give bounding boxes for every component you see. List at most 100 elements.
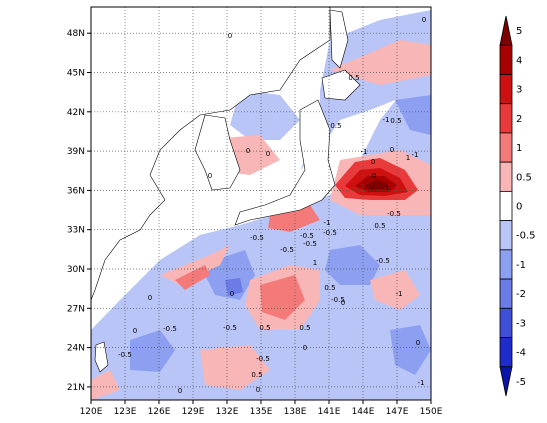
- contour-label: 0: [422, 16, 426, 24]
- contour-label: 0: [148, 294, 152, 302]
- contour-label: 0: [416, 339, 420, 347]
- contour-label: 0: [266, 150, 270, 158]
- contour-label: 0: [341, 299, 345, 307]
- contour-label: -1: [396, 290, 403, 298]
- contour-label: -1: [383, 116, 390, 124]
- contour-label: 0: [246, 147, 250, 155]
- colorbar-segment: [499, 249, 513, 280]
- contour-label: -1: [418, 379, 425, 387]
- contour-label: -1: [412, 151, 419, 159]
- contour-label: 0.5: [348, 74, 359, 82]
- x-tick-label: 141E: [318, 407, 341, 417]
- contour-label: -1: [324, 219, 331, 227]
- colorbar-label: 5: [516, 26, 522, 37]
- colorbar-label: 2: [516, 114, 522, 125]
- positive-anomaly-strong: [268, 205, 320, 232]
- y-tick-label: 27N: [67, 304, 85, 314]
- x-tick-label: 123E: [114, 407, 137, 417]
- contour-label: 1: [406, 154, 410, 162]
- contour-label: 0.5: [324, 284, 335, 292]
- negative-anomaly-strong: [325, 245, 380, 285]
- y-tick-label: 36N: [67, 186, 85, 196]
- colorbar-label: -4: [516, 348, 526, 359]
- colorbar-label: 4: [516, 55, 522, 66]
- y-tick-label: 24N: [67, 344, 85, 354]
- contour-label: -0.5: [376, 257, 390, 265]
- positive-anomaly-strong: [175, 265, 210, 290]
- positive-anomaly-region: [160, 245, 230, 285]
- y-tick-label: 33N: [67, 226, 85, 236]
- colorbar: 5 4 3 2 1 0.5 0 -0.5 -1 -2 -3 -4 -5: [499, 15, 536, 397]
- contour-label: -1: [361, 148, 368, 156]
- contour-label: 0.5: [330, 122, 341, 130]
- negative-anomaly-strong: [390, 325, 431, 375]
- colorbar-label: -5: [516, 377, 526, 388]
- x-tick-label: 150E: [420, 407, 443, 417]
- colorbar-segment: [499, 278, 513, 309]
- x-tick-label: 132E: [216, 407, 239, 417]
- contour-label: 0: [256, 386, 260, 394]
- colorbar-label: 0.5: [516, 172, 532, 183]
- colorbar-label: 3: [516, 85, 522, 96]
- y-tick-label: 42N: [67, 108, 85, 118]
- contour-label: -0.5: [163, 325, 177, 333]
- contour-label: -0.5: [331, 296, 345, 304]
- contour-label: 0: [178, 387, 182, 395]
- land-asia: [91, 7, 331, 301]
- contour-label: -0.5: [300, 232, 314, 240]
- y-tick-label: 39N: [67, 147, 85, 157]
- contour-label: 0.5: [374, 222, 385, 230]
- colorbar-segment: [499, 307, 513, 338]
- contour-label: -0.5: [256, 355, 270, 363]
- y-tick-label: 48N: [67, 29, 85, 39]
- negative-anomaly-strong: [395, 95, 431, 135]
- land-sakhalin: [329, 9, 349, 69]
- x-tick-label: 135E: [250, 407, 273, 417]
- negative-anomaly-strong: [130, 330, 175, 372]
- contour-label: -0.5: [323, 229, 337, 237]
- colorbar-label: 0: [516, 202, 522, 213]
- contour-label: -0.5: [250, 234, 264, 242]
- colorbar-bottom-arrow: [499, 366, 513, 397]
- gridlines: [91, 7, 431, 400]
- contour-label: -0.5: [223, 324, 237, 332]
- contour-label: 0: [230, 290, 234, 298]
- colorbar-segment: [499, 337, 513, 368]
- contour-label: -0.5: [303, 240, 317, 248]
- colorbar-segment: [499, 161, 513, 192]
- x-tick-label: 126E: [148, 407, 171, 417]
- colorbar-segment: [499, 132, 513, 163]
- y-tick-label: 30N: [67, 265, 85, 275]
- contour-label: 0: [208, 172, 212, 180]
- colorbar-segment: [499, 190, 513, 222]
- land-hokkaido: [321, 69, 361, 101]
- contour-label: 0: [133, 327, 137, 335]
- y-tick-label: 45N: [67, 69, 85, 79]
- y-tick-label: 21N: [67, 383, 85, 393]
- positive-anomaly-region: [91, 370, 120, 400]
- negative-anomaly-strong: [225, 278, 243, 296]
- colorbar-label: -3: [516, 318, 526, 329]
- x-tick-label: 129E: [182, 407, 205, 417]
- land-korea: [194, 114, 241, 191]
- x-axis: 120E 123E 126E 129E 132E 135E 138E 141E 144E 147E…: [80, 400, 443, 417]
- positive-anomaly-region: [200, 345, 270, 390]
- colorbar-label: -1: [516, 260, 526, 271]
- contour-label: 0: [372, 172, 376, 180]
- x-tick-label: 138E: [284, 407, 307, 417]
- contour-label: 0.5: [299, 324, 310, 332]
- positive-anomaly-strong: [260, 275, 305, 320]
- contour-label: -0.5: [118, 351, 132, 359]
- positive-anomaly-region: [330, 40, 431, 85]
- x-tick-label: 120E: [80, 407, 103, 417]
- colorbar-label: 1: [516, 143, 522, 154]
- negative-anomaly-region: [230, 90, 300, 140]
- colorbar-segment: [499, 74, 513, 105]
- contour-label: 0.5: [259, 324, 270, 332]
- contour-label: 0: [371, 158, 375, 166]
- contour-label: 5: [385, 184, 389, 192]
- x-tick-label: 144E: [352, 407, 375, 417]
- land-taiwan: [94, 341, 109, 373]
